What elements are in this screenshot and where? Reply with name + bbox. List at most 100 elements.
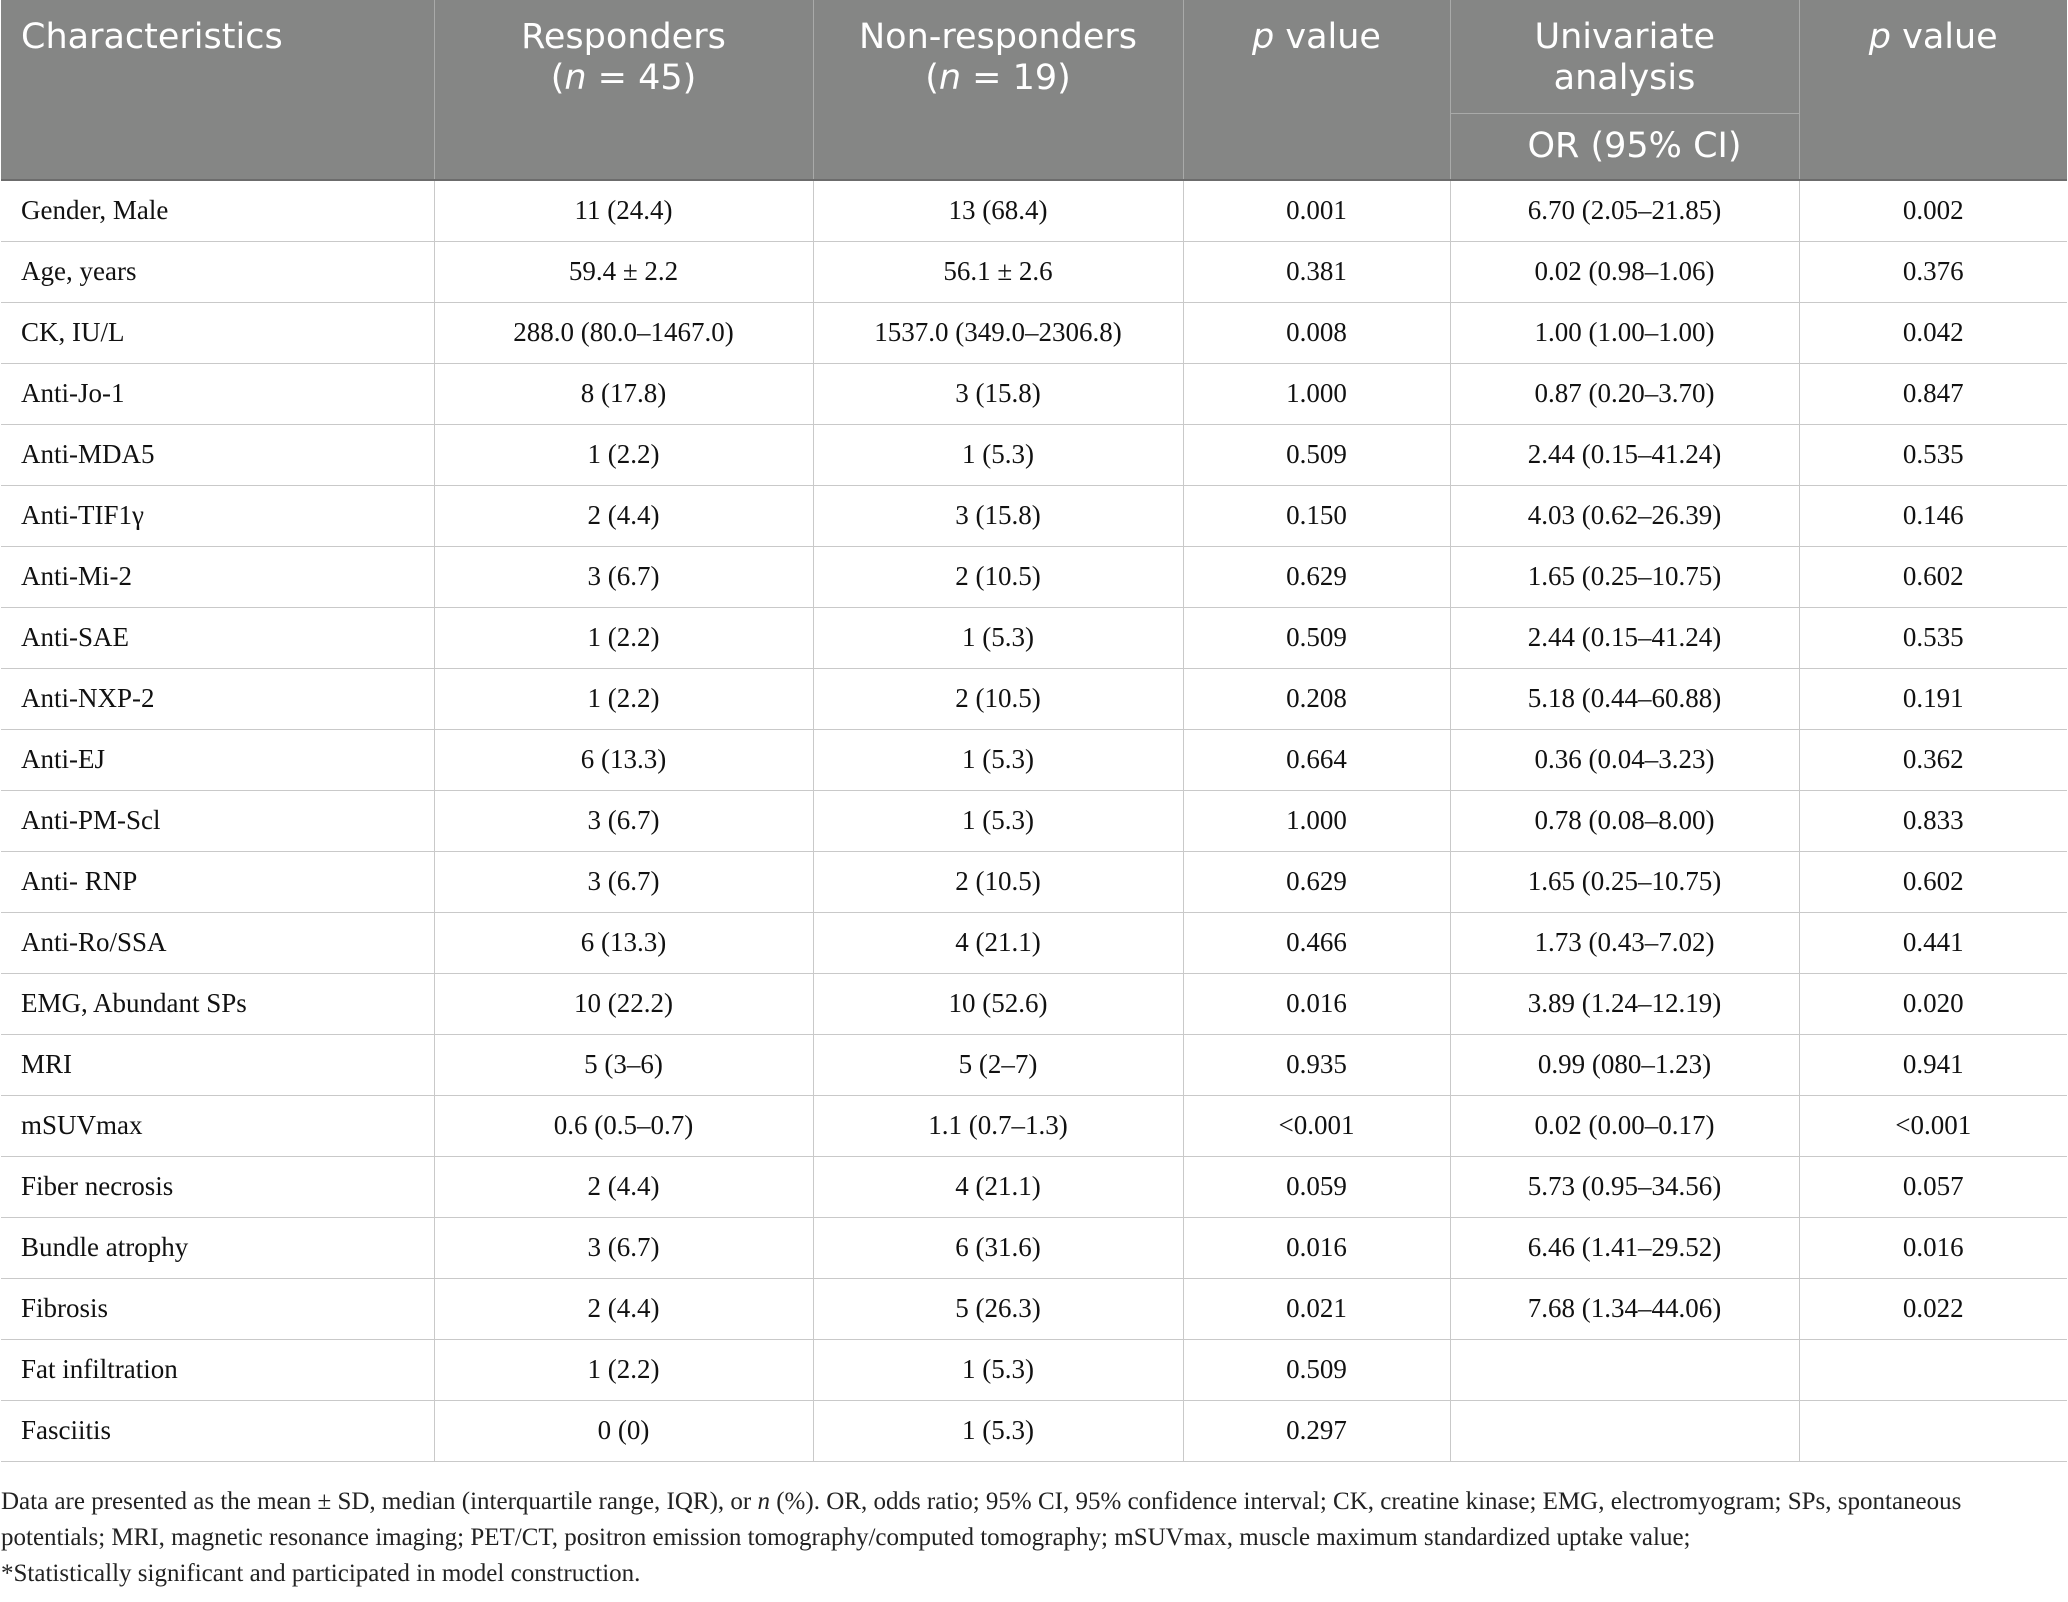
cell-p-value: 0.150 <box>1182 484 1450 546</box>
cell-or-ci: 5.18 (0.44–60.88) <box>1449 667 1799 729</box>
header-responders: Responders (n = 45) <box>433 0 813 180</box>
cell-characteristic: Anti-TIF1γ <box>1 484 434 546</box>
cell-or-ci: 1.65 (0.25–10.75) <box>1449 850 1799 912</box>
cell-or-ci: 0.87 (0.20–3.70) <box>1449 362 1799 424</box>
cell-p-value: 0.016 <box>1182 972 1450 1034</box>
table-row: Fiber necrosis 2 (4.4) 4 (21.1) 0.059 5.73 (… <box>1 1155 2067 1217</box>
cell-p-value-univariate: 0.042 <box>1798 301 2067 363</box>
cell-p-value-univariate <box>1798 1338 2067 1400</box>
cell-p-value: 1.000 <box>1182 789 1450 851</box>
cell-or-ci: 0.99 (080–1.23) <box>1449 1033 1799 1095</box>
cell-p-value-univariate: 0.602 <box>1798 545 2067 607</box>
cell-p-value-univariate: 0.191 <box>1798 667 2067 729</box>
cell-characteristic: Anti-EJ <box>1 728 434 790</box>
cell-characteristic: Fat infiltration <box>1 1338 434 1400</box>
cell-responders: 3 (6.7) <box>433 789 813 851</box>
table-row: Anti-SAE 1 (2.2) 1 (5.3) 0.509 2.44 (0.15–41… <box>1 606 2067 668</box>
cell-p-value: 0.466 <box>1182 911 1450 973</box>
cell-or-ci: 4.03 (0.62–26.39) <box>1449 484 1799 546</box>
cell-nonresponders: 6 (31.6) <box>812 1216 1183 1278</box>
cell-nonresponders: 1 (5.3) <box>812 606 1183 668</box>
cell-or-ci: 5.73 (0.95–34.56) <box>1449 1155 1799 1217</box>
cell-nonresponders: 2 (10.5) <box>812 667 1183 729</box>
cell-p-value: 0.509 <box>1182 1338 1450 1400</box>
cell-nonresponders: 5 (26.3) <box>812 1277 1183 1339</box>
cell-responders: 288.0 (80.0–1467.0) <box>433 301 813 363</box>
cell-p-value-univariate: 0.602 <box>1798 850 2067 912</box>
table-row: CK, IU/L 288.0 (80.0–1467.0) 1537.0 (349.0… <box>1 301 2067 363</box>
cell-p-value: 0.208 <box>1182 667 1450 729</box>
cell-nonresponders: 1.1 (0.7–1.3) <box>812 1094 1183 1156</box>
table-row: Anti-MDA5 1 (2.2) 1 (5.3) 0.509 2.44 (0.15–4… <box>1 423 2067 485</box>
cell-p-value-univariate <box>1798 1399 2067 1462</box>
table-body: Gender, Male 11 (24.4) 13 (68.4) 0.001 6.70 … <box>1 179 2067 1462</box>
cell-p-value: 0.509 <box>1182 423 1450 485</box>
cell-p-value: 0.001 <box>1182 179 1450 241</box>
table-row: Anti- RNP 3 (6.7) 2 (10.5) 0.629 1.65 (0.25–… <box>1 850 2067 912</box>
header-p-value-univariate: p value <box>1798 0 2067 180</box>
table-row: mSUVmax 0.6 (0.5–0.7) 1.1 (0.7–1.3) <0.001 0… <box>1 1094 2067 1156</box>
cell-nonresponders: 2 (10.5) <box>812 850 1183 912</box>
table-row: MRI 5 (3–6) 5 (2–7) 0.935 0.99 (080–1.23) 0.9… <box>1 1033 2067 1095</box>
cell-responders: 0.6 (0.5–0.7) <box>433 1094 813 1156</box>
table-row: EMG, Abundant SPs 10 (22.2) 10 (52.6) 0.016… <box>1 972 2067 1034</box>
cell-or-ci: 2.44 (0.15–41.24) <box>1449 606 1799 668</box>
cell-p-value: 0.629 <box>1182 850 1450 912</box>
cell-nonresponders: 5 (2–7) <box>812 1033 1183 1095</box>
cell-responders: 6 (13.3) <box>433 911 813 973</box>
cell-or-ci: 2.44 (0.15–41.24) <box>1449 423 1799 485</box>
cell-p-value-univariate: 0.002 <box>1798 179 2067 241</box>
cell-characteristic: Anti- RNP <box>1 850 434 912</box>
cell-or-ci: 1.65 (0.25–10.75) <box>1449 545 1799 607</box>
cell-nonresponders: 2 (10.5) <box>812 545 1183 607</box>
cell-characteristic: Anti-SAE <box>1 606 434 668</box>
cell-p-value: 0.381 <box>1182 240 1450 302</box>
cell-nonresponders: 3 (15.8) <box>812 362 1183 424</box>
cell-responders: 2 (4.4) <box>433 1155 813 1217</box>
cell-responders: 6 (13.3) <box>433 728 813 790</box>
table-row: Fat infiltration 1 (2.2) 1 (5.3) 0.509 <box>1 1338 2067 1400</box>
cell-nonresponders: 13 (68.4) <box>812 179 1183 241</box>
cell-p-value-univariate: 0.057 <box>1798 1155 2067 1217</box>
cell-responders: 2 (4.4) <box>433 484 813 546</box>
cell-responders: 3 (6.7) <box>433 545 813 607</box>
cell-p-value-univariate: 0.441 <box>1798 911 2067 973</box>
cell-characteristic: Bundle atrophy <box>1 1216 434 1278</box>
cell-p-value: <0.001 <box>1182 1094 1450 1156</box>
header-p-value: p value <box>1182 0 1450 180</box>
cell-characteristic: Anti-MDA5 <box>1 423 434 485</box>
cell-nonresponders: 4 (21.1) <box>812 911 1183 973</box>
table-row: Anti-Ro/SSA 6 (13.3) 4 (21.1) 0.466 1.73 (0.… <box>1 911 2067 973</box>
cell-p-value-univariate: 0.376 <box>1798 240 2067 302</box>
cell-p-value: 0.021 <box>1182 1277 1450 1339</box>
cell-or-ci: 1.73 (0.43–7.02) <box>1449 911 1799 973</box>
cell-or-ci: 6.70 (2.05–21.85) <box>1449 179 1799 241</box>
table-row: Anti-EJ 6 (13.3) 1 (5.3) 0.664 0.36 (0.04–3.… <box>1 728 2067 790</box>
cell-characteristic: Anti-Mi-2 <box>1 545 434 607</box>
cell-characteristic: Anti-NXP-2 <box>1 667 434 729</box>
cell-responders: 3 (6.7) <box>433 1216 813 1278</box>
table-row: Fasciitis 0 (0) 1 (5.3) 0.297 <box>1 1399 2067 1462</box>
cell-characteristic: Anti-PM-Scl <box>1 789 434 851</box>
cell-nonresponders: 1 (5.3) <box>812 728 1183 790</box>
table-row: Age, years 59.4 ± 2.2 56.1 ± 2.6 0.381 0.02 … <box>1 240 2067 302</box>
cell-characteristic: Fiber necrosis <box>1 1155 434 1217</box>
cell-or-ci: 0.02 (0.00–0.17) <box>1449 1094 1799 1156</box>
cell-responders: 59.4 ± 2.2 <box>433 240 813 302</box>
cell-nonresponders: 1 (5.3) <box>812 1399 1183 1462</box>
cell-p-value: 0.059 <box>1182 1155 1450 1217</box>
table-row: Anti-TIF1γ 2 (4.4) 3 (15.8) 0.150 4.03 (0.62… <box>1 484 2067 546</box>
cell-p-value-univariate: <0.001 <box>1798 1094 2067 1156</box>
cell-nonresponders: 4 (21.1) <box>812 1155 1183 1217</box>
cell-responders: 2 (4.4) <box>433 1277 813 1339</box>
cell-p-value: 0.509 <box>1182 606 1450 668</box>
footnote-significance: *Statistically significant and participa… <box>1 1560 641 1587</box>
cell-characteristic: MRI <box>1 1033 434 1095</box>
table-row: Gender, Male 11 (24.4) 13 (68.4) 0.001 6.70 … <box>1 179 2067 241</box>
cell-p-value-univariate: 0.941 <box>1798 1033 2067 1095</box>
cell-or-ci: 0.78 (0.08–8.00) <box>1449 789 1799 851</box>
cell-responders: 11 (24.4) <box>433 179 813 241</box>
cell-p-value-univariate: 0.146 <box>1798 484 2067 546</box>
table-row: Anti-NXP-2 1 (2.2) 2 (10.5) 0.208 5.18 (0.44… <box>1 667 2067 729</box>
header-nonresponders: Non-responders (n = 19) <box>812 0 1183 180</box>
